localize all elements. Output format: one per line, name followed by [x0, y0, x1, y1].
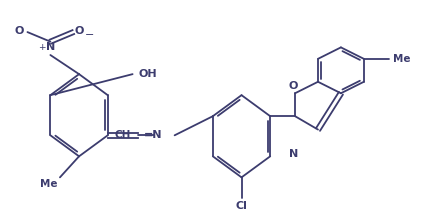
Text: O: O [75, 26, 84, 36]
Text: O: O [14, 26, 23, 36]
Text: +: + [38, 43, 45, 52]
Text: N: N [46, 42, 55, 52]
Text: Me: Me [393, 54, 411, 64]
Text: N: N [288, 149, 298, 159]
Text: Cl: Cl [235, 201, 247, 211]
Text: OH: OH [138, 69, 157, 79]
Text: =N: =N [144, 130, 163, 140]
Text: Me: Me [40, 179, 57, 189]
Text: CH: CH [115, 130, 131, 140]
Text: O: O [288, 81, 298, 91]
Text: −: − [85, 30, 94, 40]
